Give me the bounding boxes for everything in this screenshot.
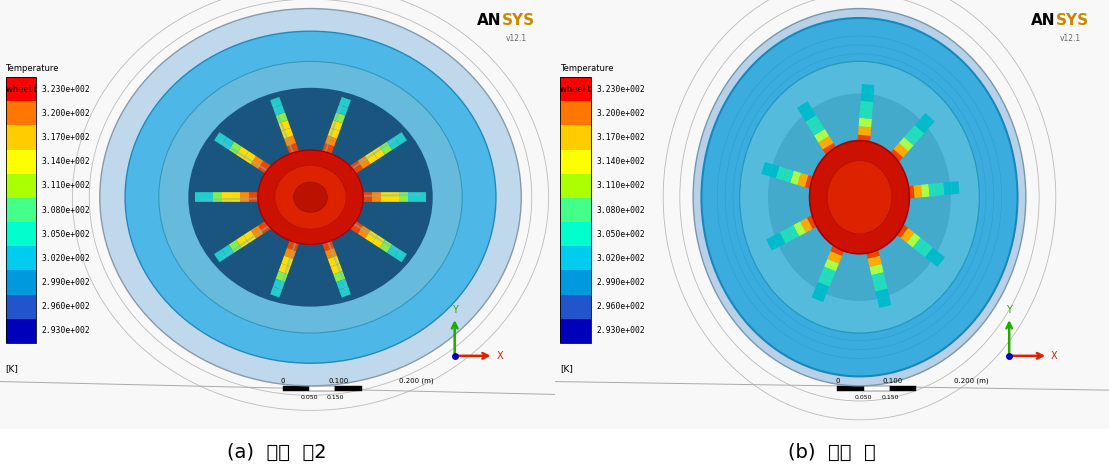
- Text: 3.200e+002: 3.200e+002: [597, 109, 644, 118]
- Bar: [560, 150, 590, 174]
- Text: (a)  기본  휠2: (a) 기본 휠2: [227, 443, 327, 462]
- Text: 3.230e+002: 3.230e+002: [597, 85, 644, 94]
- Ellipse shape: [159, 62, 462, 333]
- Text: 2.960e+002: 2.960e+002: [42, 302, 90, 311]
- Text: SYS: SYS: [501, 13, 535, 28]
- Ellipse shape: [100, 8, 521, 386]
- Bar: [6, 150, 35, 174]
- Ellipse shape: [827, 160, 892, 234]
- Text: v12.1: v12.1: [1060, 34, 1081, 43]
- Text: Temperature: Temperature: [560, 64, 613, 73]
- Bar: [837, 386, 864, 391]
- Bar: [560, 101, 590, 125]
- Text: 3.230e+002: 3.230e+002: [42, 85, 90, 94]
- Text: 2.930e+002: 2.930e+002: [597, 326, 644, 336]
- Text: AN: AN: [477, 13, 501, 28]
- Bar: [6, 319, 35, 343]
- Text: [K]: [K]: [560, 364, 573, 373]
- Bar: [6, 270, 35, 295]
- Text: X: X: [1050, 351, 1057, 361]
- Ellipse shape: [275, 165, 346, 229]
- Bar: [6, 77, 35, 101]
- Text: 3.050e+002: 3.050e+002: [597, 230, 644, 239]
- Text: 0.200 (m): 0.200 (m): [954, 377, 988, 384]
- Text: 3.080e+002: 3.080e+002: [597, 206, 644, 214]
- Text: 0.100: 0.100: [883, 378, 903, 384]
- Ellipse shape: [125, 31, 496, 363]
- Text: Temperature: Temperature: [6, 64, 59, 73]
- Bar: [6, 247, 35, 270]
- Text: 0.050: 0.050: [855, 395, 873, 400]
- Text: 0.100: 0.100: [328, 378, 348, 384]
- Bar: [560, 198, 590, 222]
- Text: 2.990e+002: 2.990e+002: [597, 278, 644, 287]
- Bar: [560, 125, 590, 150]
- Bar: [6, 174, 35, 198]
- Text: AN: AN: [1031, 13, 1056, 28]
- Bar: [6, 77, 35, 343]
- Ellipse shape: [693, 8, 1026, 386]
- Text: 2.930e+002: 2.930e+002: [42, 326, 90, 336]
- Bar: [560, 77, 590, 101]
- Ellipse shape: [740, 62, 979, 333]
- Bar: [6, 101, 35, 125]
- Bar: [6, 125, 35, 150]
- Ellipse shape: [810, 141, 909, 254]
- Text: 3.110e+002: 3.110e+002: [42, 181, 90, 191]
- Text: (b)  개발  휠: (b) 개발 휠: [787, 443, 876, 462]
- Text: Y: Y: [1006, 305, 1013, 315]
- Bar: [889, 386, 916, 391]
- Bar: [560, 77, 590, 343]
- Ellipse shape: [701, 18, 1018, 377]
- Text: 3.200e+002: 3.200e+002: [42, 109, 90, 118]
- Bar: [283, 386, 309, 391]
- Text: wheel t: wheel t: [560, 85, 591, 94]
- Text: X: X: [496, 351, 502, 361]
- Bar: [560, 295, 590, 319]
- Ellipse shape: [189, 88, 433, 307]
- Text: 0.150: 0.150: [882, 395, 898, 400]
- Text: 3.140e+002: 3.140e+002: [597, 157, 644, 166]
- Text: 0: 0: [835, 378, 840, 384]
- Text: v12.1: v12.1: [506, 34, 527, 43]
- Bar: [6, 222, 35, 247]
- Text: 3.050e+002: 3.050e+002: [42, 230, 90, 239]
- Text: 0.200 (m): 0.200 (m): [399, 377, 434, 384]
- Bar: [560, 222, 590, 247]
- Ellipse shape: [257, 150, 364, 244]
- Ellipse shape: [294, 182, 327, 212]
- Bar: [6, 295, 35, 319]
- Bar: [6, 198, 35, 222]
- Text: 0.050: 0.050: [301, 395, 318, 400]
- Text: wheel t: wheel t: [6, 85, 37, 94]
- Text: 3.080e+002: 3.080e+002: [42, 206, 90, 214]
- Bar: [309, 386, 335, 391]
- Bar: [560, 270, 590, 295]
- Text: 3.170e+002: 3.170e+002: [42, 133, 90, 142]
- Text: [K]: [K]: [6, 364, 19, 373]
- Text: 3.110e+002: 3.110e+002: [597, 181, 644, 191]
- Ellipse shape: [767, 94, 950, 301]
- Bar: [560, 247, 590, 270]
- Text: SYS: SYS: [1056, 13, 1089, 28]
- Text: 3.140e+002: 3.140e+002: [42, 157, 90, 166]
- Text: 3.170e+002: 3.170e+002: [597, 133, 644, 142]
- Bar: [560, 319, 590, 343]
- Text: 0.150: 0.150: [327, 395, 344, 400]
- Text: 2.990e+002: 2.990e+002: [42, 278, 90, 287]
- Text: Y: Y: [451, 305, 458, 315]
- Text: 3.020e+002: 3.020e+002: [597, 254, 644, 263]
- Bar: [560, 174, 590, 198]
- Bar: [864, 386, 889, 391]
- Text: 2.960e+002: 2.960e+002: [597, 302, 644, 311]
- Bar: [335, 386, 362, 391]
- Text: 3.020e+002: 3.020e+002: [42, 254, 90, 263]
- Text: 0: 0: [281, 378, 285, 384]
